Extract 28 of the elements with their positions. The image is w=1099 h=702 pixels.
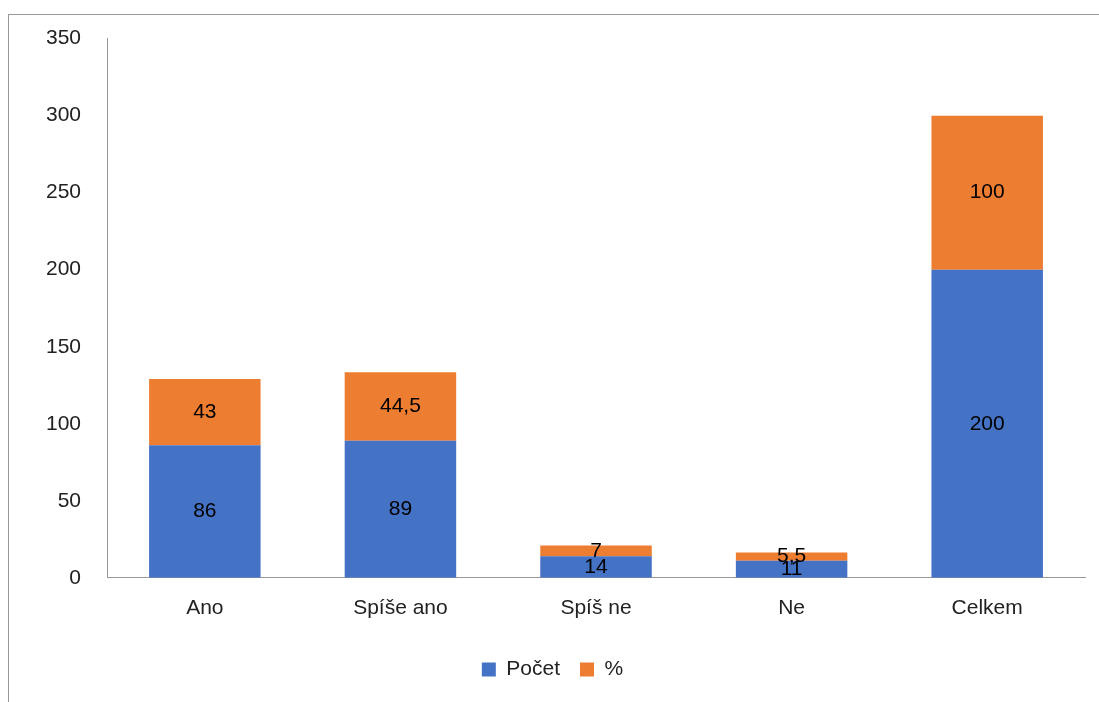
legend-label: % [604, 656, 624, 680]
data-label: 200 [969, 410, 1005, 434]
data-label: 89 [388, 496, 413, 520]
y-tick-label: 350 [45, 25, 82, 49]
x-tick-label: Ne [778, 595, 806, 619]
bar [931, 115, 1043, 270]
legend-label: Počet [506, 656, 561, 680]
data-label: 44,5 [379, 393, 421, 417]
bar [931, 269, 1043, 578]
y-tick-label: 200 [45, 256, 82, 280]
y-tick-label: 50 [57, 487, 82, 511]
y-tick-label: 300 [45, 102, 82, 126]
y-tick-label: 250 [45, 179, 82, 203]
data-label: 100 [969, 179, 1005, 203]
bar [344, 440, 457, 578]
bar [344, 372, 457, 441]
x-tick-label: Celkem [951, 595, 1023, 619]
bar [149, 379, 261, 446]
y-tick-label: 150 [45, 333, 82, 357]
y-tick-label: 0 [69, 564, 82, 588]
data-label: 86 [193, 498, 217, 522]
data-label: 43 [193, 398, 217, 422]
x-tick-label: Spíše ano [353, 595, 448, 619]
bar [540, 556, 652, 578]
x-tick-label: Spíš ne [560, 595, 632, 619]
bar [149, 445, 261, 578]
x-tick-label: Ano [186, 595, 224, 619]
y-tick-label: 100 [45, 410, 82, 434]
